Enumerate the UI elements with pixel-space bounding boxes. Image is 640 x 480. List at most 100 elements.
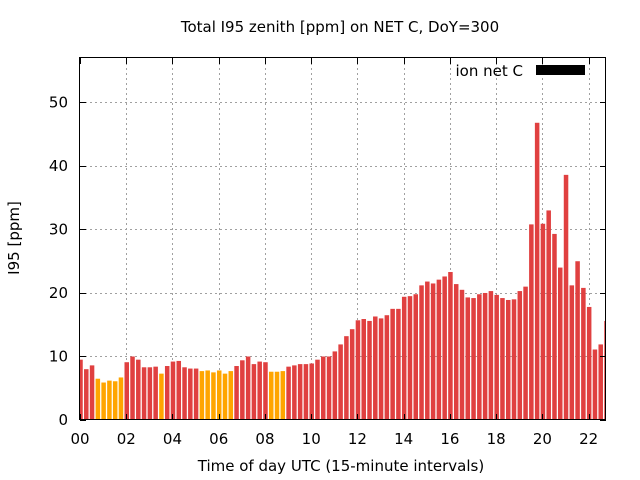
bar: [534, 122, 540, 420]
bar: [176, 360, 182, 420]
bar: [407, 296, 413, 420]
bar: [222, 373, 228, 420]
bar: [211, 372, 216, 420]
bar: [430, 283, 436, 420]
bar: [569, 285, 575, 420]
y-tick-label: 10: [49, 347, 68, 365]
bar: [494, 294, 499, 420]
y-tick-label: 0: [58, 411, 68, 429]
bar: [130, 356, 135, 420]
bar: [141, 367, 147, 420]
bar: [80, 359, 83, 420]
bar: [488, 291, 494, 420]
bar: [228, 371, 234, 420]
bar: [280, 371, 286, 420]
bar: [373, 316, 378, 420]
bar: [361, 319, 366, 420]
bar: [425, 281, 430, 420]
bar: [523, 286, 528, 420]
bar: [575, 261, 580, 420]
bar: [240, 360, 245, 420]
bar: [309, 363, 314, 420]
x-tick-label: 06: [209, 430, 228, 448]
y-tick-label: 20: [49, 284, 68, 302]
x-tick-label: 08: [255, 430, 274, 448]
bar: [477, 294, 482, 420]
bar: [442, 276, 447, 420]
bar: [349, 329, 355, 420]
bar: [540, 223, 546, 420]
bar: [459, 289, 465, 420]
bar: [303, 364, 309, 420]
bar: [413, 294, 419, 420]
x-tick-label: 20: [533, 430, 552, 448]
bar: [274, 371, 280, 420]
bar: [321, 356, 326, 420]
bar: [586, 306, 592, 420]
bar: [598, 344, 603, 420]
bar: [558, 267, 563, 420]
legend-label: ion net C: [456, 62, 523, 80]
x-tick-label: 10: [302, 430, 321, 448]
bar: [326, 356, 332, 420]
bar: [153, 366, 158, 420]
bar: [378, 318, 384, 420]
bar: [263, 362, 268, 420]
bar: [546, 210, 551, 420]
y-tick-label: 30: [49, 220, 68, 238]
bar: [453, 284, 459, 420]
bar: [286, 366, 291, 420]
bar: [95, 378, 101, 420]
bar: [592, 349, 598, 420]
y-tick-label: 40: [49, 157, 68, 175]
bar: [529, 224, 534, 420]
bar: [436, 279, 442, 420]
x-tick-label: 12: [348, 430, 367, 448]
bar: [182, 367, 187, 420]
y-axis-label: I95 [ppm]: [5, 201, 23, 275]
x-tick-label: 18: [487, 430, 506, 448]
y-tick-label: 50: [49, 93, 68, 111]
bar: [170, 361, 176, 420]
bar: [84, 369, 89, 420]
bar: [390, 308, 395, 420]
bar: [332, 351, 338, 420]
chart-title: Total I95 zenith [ppm] on NET C, DoY=300: [180, 18, 499, 36]
bar: [101, 382, 106, 420]
bar: [338, 344, 343, 420]
bar: [164, 366, 170, 420]
y-ticks: 0 10 20 30 40 50: [49, 93, 606, 429]
bar: [245, 356, 251, 420]
bar: [355, 320, 361, 420]
bar: [268, 371, 274, 420]
bar: [89, 365, 95, 420]
bar: [511, 299, 517, 420]
bar: [112, 381, 118, 420]
bar: [581, 287, 586, 420]
bar: [465, 297, 471, 420]
x-tick-label: 16: [440, 430, 459, 448]
bar: [188, 368, 193, 420]
bars: [80, 122, 606, 420]
bar: [500, 298, 505, 420]
x-axis-label: Time of day UTC (15-minute intervals): [197, 457, 484, 475]
bar: [107, 380, 112, 420]
bar: [448, 272, 453, 420]
bar: [367, 320, 372, 420]
bar: [297, 364, 303, 420]
bar: [552, 233, 557, 420]
legend: ion net C: [456, 62, 585, 80]
bar: [193, 368, 199, 420]
bar: [505, 299, 511, 420]
bar: [159, 373, 164, 420]
bar: [344, 336, 349, 420]
bar: [517, 291, 523, 420]
bar: [419, 285, 424, 420]
bar: [251, 364, 257, 420]
bar: [384, 315, 390, 420]
x-tick-label: 00: [70, 430, 89, 448]
x-ticks: 00 02 04 06 08 10 12 14 16 18 20 22: [70, 58, 598, 448]
bar: [563, 174, 569, 420]
bar: [257, 361, 262, 420]
bar: [234, 366, 239, 420]
